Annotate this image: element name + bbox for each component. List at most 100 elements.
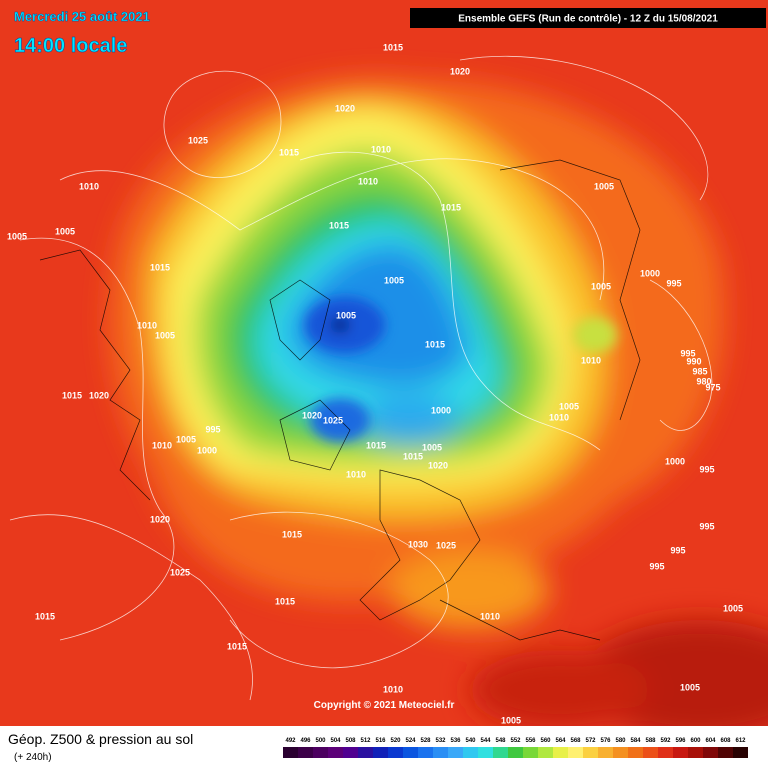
colorbar-label: 560 [540,738,551,744]
colorbar-swatch [658,747,673,758]
isobar-label: 995 [699,464,714,474]
colorbar-swatch [448,747,463,758]
isobar-label: 1005 [176,434,196,444]
colorbar-label: 588 [645,738,656,744]
colorbar-label: 576 [600,738,611,744]
colorbar-swatch [493,747,508,758]
isobar-label: 1015 [35,611,55,621]
isobar-label: 1025 [323,415,343,425]
isobar-label: 1000 [197,445,217,455]
isobar-label: 1015 [150,262,170,272]
colorbar-label: 596 [675,738,686,744]
colorbar-label: 608 [720,738,731,744]
colorbar-swatch [583,747,598,758]
isobar-label: 995 [666,278,681,288]
isobar-label: 1005 [559,401,579,411]
colorbar-swatch [358,747,373,758]
isobar-label: 1015 [62,390,82,400]
isobar-label: 1005 [594,181,614,191]
colorbar-label: 516 [375,738,386,744]
isobar-label: 1010 [581,355,601,365]
isobar-label: 1015 [403,451,423,461]
colorbar-label: 568 [570,738,581,744]
isobar-lines [9,56,713,701]
colorbar-swatch [388,747,403,758]
isobar-label: 1005 [422,442,442,452]
isobar-label: 1030 [408,539,428,549]
isobar-label: 1015 [425,339,445,349]
isobar-label: 1000 [665,456,685,466]
colorbar-label: 612 [735,738,746,744]
isobar-label: 1015 [227,641,247,651]
colorbar-swatch [433,747,448,758]
colorbar-swatch [553,747,568,758]
isobar-label: 1005 [55,226,75,236]
isobar-label: 1010 [358,176,378,186]
isobar-label: 1020 [450,66,470,76]
isobar-label: 1000 [431,405,451,415]
isobar-label: 1010 [79,181,99,191]
colorbar-swatch [343,747,358,758]
isobar-label: 1020 [335,103,355,113]
isobar-label: 995 [205,424,220,434]
isobar-label: 995 [670,545,685,555]
colorbar-label: 496 [300,738,311,744]
isobar-label: 1010 [480,611,500,621]
colorbar-swatch [313,747,328,758]
colorbar-swatch [298,747,313,758]
colorbar-label: 564 [555,738,566,744]
lead-time: (+ 240h) [14,752,52,763]
colorbar-swatch [373,747,388,758]
colorbar-swatch [523,747,538,758]
colorbar-label: 552 [510,738,521,744]
isobar-label: 975 [705,382,720,392]
isobar-label: 1010 [137,320,157,330]
colorbar-swatch [463,747,478,758]
product-title: Géop. Z500 & pression au sol [8,731,193,747]
colorbar-label: 508 [345,738,356,744]
colorbar-label: 580 [615,738,626,744]
isobar-label: 1015 [282,529,302,539]
coastlines [39,159,641,641]
colorbar-label: 592 [660,738,671,744]
colorbar-swatch [598,747,613,758]
colorbar-swatch [538,747,553,758]
isobar-label: 1005 [501,715,521,725]
isobar-label: 1010 [383,684,403,694]
colorbar-label: 544 [480,738,491,744]
colorbar-label: 536 [450,738,461,744]
isobar-label: 1010 [346,469,366,479]
copyright: Copyright © 2021 Meteociel.fr [314,700,455,711]
isobar-label: 1015 [366,440,386,450]
isobar-label: 1015 [383,42,403,52]
colorbar-swatch [508,747,523,758]
isobar-label: 1005 [155,330,175,340]
isobar-label: 1020 [150,514,170,524]
colorbar-swatch [733,747,748,758]
colorbar-swatch [643,747,658,758]
colorbar-label: 512 [360,738,371,744]
isobar-label: 1025 [170,567,190,577]
isobar-label: 1020 [428,460,448,470]
isobar-label: 1015 [441,202,461,212]
colorbar-swatch [403,747,418,758]
colorbar-label: 500 [315,738,326,744]
isobar-label: 1005 [384,275,404,285]
isobar-label: 1005 [336,310,356,320]
colorbar-label: 604 [705,738,716,744]
colorbar-label: 572 [585,738,596,744]
isobar-label: 1005 [7,231,27,241]
isobar-label: 985 [692,366,707,376]
colorbar-label: 524 [405,738,416,744]
colorbar-label: 492 [285,738,296,744]
isobar-label: 1015 [275,596,295,606]
isobar-label: 995 [699,521,714,531]
isobar-label: 980 [696,376,711,386]
run-info: Ensemble GEFS (Run de contrôle) - 12 Z d… [458,14,718,25]
isobar-label: 1020 [89,390,109,400]
valid-time: 14:00 locale [14,35,127,57]
colorbar-label: 532 [435,738,446,744]
